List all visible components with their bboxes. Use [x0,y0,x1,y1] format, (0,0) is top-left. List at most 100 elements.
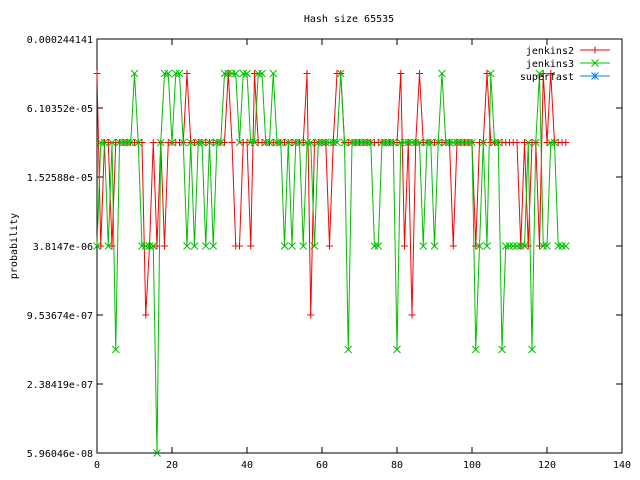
data-point [521,138,528,146]
data-point [251,70,258,78]
data-point [535,69,544,78]
data-point [471,345,480,354]
data-point [183,242,191,250]
data-point [295,138,304,147]
data-point [445,138,454,147]
data-point [246,138,255,147]
data-point [543,138,551,146]
data-point [291,138,300,147]
data-point [310,242,319,250]
data-point [359,138,368,147]
data-point [554,242,563,250]
data-point [179,138,188,147]
data-point [434,138,443,147]
x-tick-label: 0 [94,460,100,471]
data-point [389,138,398,147]
data-point [340,138,349,147]
y-tick-label: 1.52588e-05 [27,173,93,184]
data-point [381,138,390,147]
data-point [190,242,199,250]
data-point [235,138,244,147]
data-point [164,69,173,78]
data-point [325,138,334,147]
data-point [265,138,274,147]
data-point [498,345,506,354]
data-point [104,138,112,146]
data-point [438,69,446,78]
data-point [243,138,251,146]
series-line-jenkins3 [96,73,566,454]
data-point [194,138,203,147]
x-tick-label: 40 [241,460,253,471]
legend: jenkins2 jenkins3 superfast [520,46,610,83]
data-point [536,242,543,250]
data-point [276,138,285,147]
data-point [138,138,146,146]
data-point [539,242,548,250]
data-point [130,69,139,78]
data-point [486,69,495,78]
data-point [509,242,518,250]
data-point [318,138,326,147]
data-point [247,242,255,250]
y-tick-label: 9.53674e-07 [27,311,93,322]
y-axis: 0.000244141 6.10352e-05 1.52588e-05 3.8147e… [27,35,622,460]
data-point [156,138,165,147]
x-tick-label: 60 [316,460,328,471]
data-point [100,138,109,147]
data-point [171,69,180,78]
data-point [149,242,158,250]
data-point [408,138,416,147]
data-point [183,70,191,78]
data-point [198,138,206,147]
data-point [513,138,521,146]
data-point [205,138,214,147]
data-point [243,69,251,78]
data-point [228,138,236,146]
data-point [430,242,439,250]
x-tick-label: 120 [538,460,556,471]
data-point [363,138,371,147]
data-point [528,345,536,354]
data-point [231,69,240,78]
series-layer [93,69,570,457]
data-point [505,242,514,250]
legend-marker-jenkins3 [591,59,599,67]
data-point [201,242,210,250]
x-tick-label: 100 [463,460,481,471]
data-point [216,138,225,147]
data-point [516,242,525,250]
data-point [351,138,360,147]
data-point [224,69,233,78]
data-point [520,242,529,250]
data-point [562,138,570,146]
x-tick-label: 140 [613,460,631,471]
data-point [479,138,488,147]
data-point [160,69,169,78]
data-point [396,138,405,147]
data-point [501,242,510,250]
y-tick-label: 5.96046e-08 [27,449,93,460]
data-point [453,138,461,147]
data-point [141,242,150,250]
data-point [104,242,113,250]
data-point [153,449,161,457]
data-point [96,138,105,147]
data-point [378,138,386,147]
data-point [329,138,338,147]
data-point [524,138,533,147]
data-point [288,242,296,250]
data-point [393,345,401,354]
legend-marker-jenkins2 [591,46,599,54]
data-point [134,138,143,147]
data-point [539,70,547,78]
data-point [161,242,168,250]
data-point [186,138,195,147]
data-point [408,311,416,319]
data-point [483,70,491,78]
data-point [513,242,521,250]
data-point [306,138,315,147]
data-point [550,138,559,147]
